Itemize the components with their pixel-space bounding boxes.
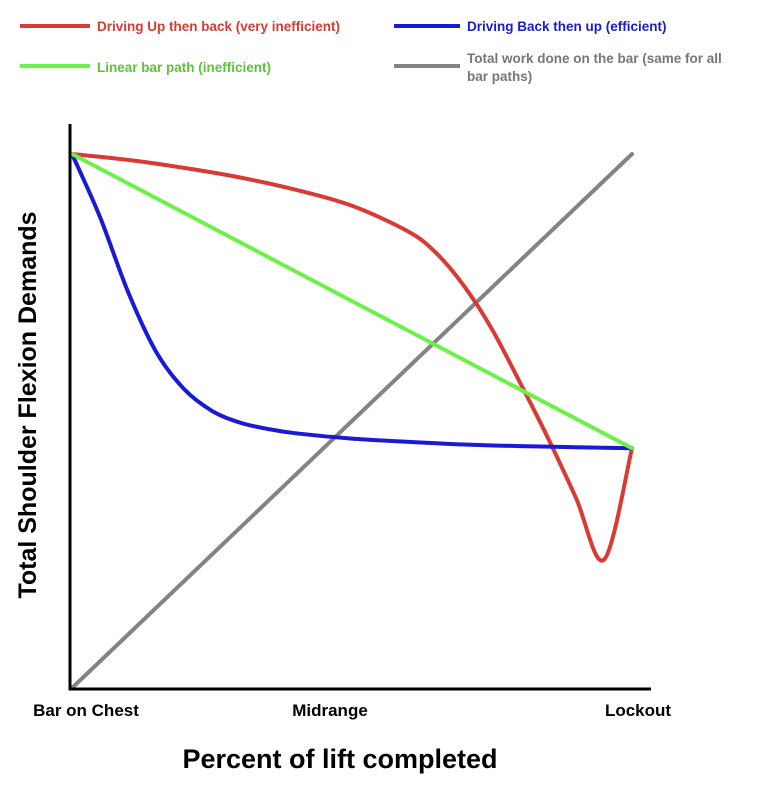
- series-layer: [70, 152, 634, 690]
- legend-label: Driving Up then back (very inefficient): [97, 19, 340, 34]
- series-line-driving-up-then-back: [70, 152, 634, 563]
- series-line-driving-back-then-up: [70, 152, 634, 451]
- y-axis-title: Total Shoulder Flexion Demands: [14, 211, 42, 598]
- x-tick-label: Bar on Chest: [33, 701, 139, 720]
- legend-label: Driving Back then up (efficient): [467, 19, 667, 34]
- series-line-linear-bar-path: [70, 152, 634, 451]
- x-tick-label: Midrange: [292, 701, 368, 720]
- x-axis-title: Percent of lift completed: [182, 744, 497, 774]
- x-tick-label: Lockout: [605, 701, 671, 720]
- legend-label: Total work done on the bar (same for all…: [467, 51, 722, 84]
- series-line-total-work: [70, 152, 634, 690]
- legend: Driving Up then back (very inefficient) D…: [20, 19, 722, 84]
- legend-label: Linear bar path (inefficient): [97, 60, 271, 75]
- x-tick-labels: Bar on Chest Midrange Lockout: [33, 701, 671, 720]
